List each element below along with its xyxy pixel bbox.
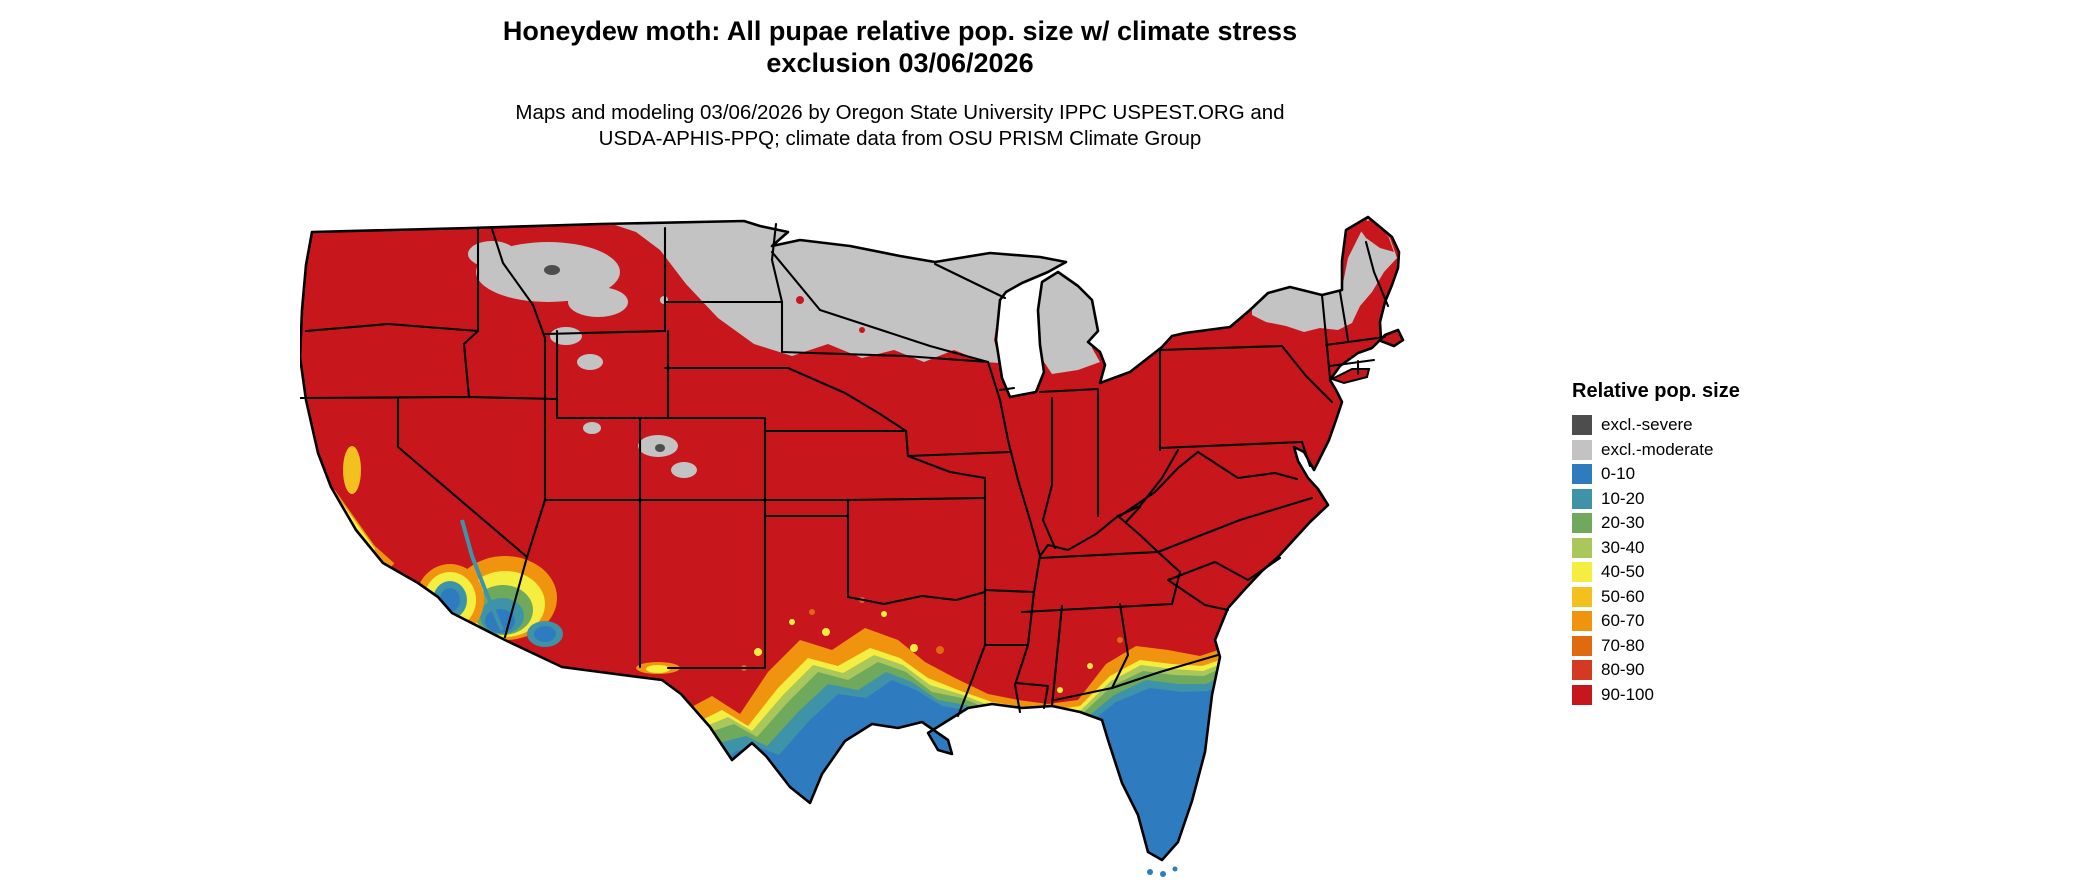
legend-swatch	[1572, 439, 1592, 460]
legend-label: 10-20	[1601, 488, 1645, 508]
legend-label: 50-60	[1601, 586, 1645, 606]
legend-item: 90-100	[1572, 683, 1832, 708]
legend-item: 50-60	[1572, 585, 1832, 610]
legend-swatch	[1572, 660, 1592, 681]
legend-label: 90-100	[1601, 684, 1654, 704]
legend-label: 0-10	[1601, 464, 1636, 484]
band-0-10-blue	[560, 680, 1290, 860]
legend-item: excl.-severe	[1572, 413, 1832, 438]
legend-label: 60-70	[1601, 611, 1645, 631]
legend-label: 70-80	[1601, 635, 1645, 655]
maine-north-red-patch	[796, 219, 1394, 333]
legend-label: 30-40	[1601, 537, 1645, 557]
legend-swatch	[1572, 513, 1592, 534]
legend-item: 0-10	[1572, 462, 1832, 487]
legend-swatch	[1572, 635, 1592, 656]
map-title-line1: Honeydew moth: All pupae relative pop. s…	[502, 16, 1298, 46]
legend-label: 80-90	[1601, 660, 1645, 680]
us-map	[300, 215, 1405, 877]
legend-swatch	[1572, 488, 1592, 509]
exclusion-severe-region	[544, 265, 665, 452]
legend-item: 20-30	[1572, 511, 1832, 536]
legend-swatch	[1572, 611, 1592, 632]
legend-title: Relative pop. size	[1572, 380, 1740, 402]
legend-label: 20-30	[1601, 513, 1645, 533]
legend-item: 10-20	[1572, 487, 1832, 512]
long-island	[1329, 368, 1371, 385]
legend-swatch	[1572, 684, 1592, 705]
legend-swatch	[1572, 586, 1592, 607]
figure-header: Honeydew moth: All pupae relative pop. s…	[300, 16, 1500, 152]
legend-item: 30-40	[1572, 536, 1832, 561]
florida-keys-dots	[1147, 866, 1178, 877]
us-outline	[300, 215, 1405, 862]
map-title-line2: exclusion 03/06/2026	[766, 47, 1034, 78]
legend-label: 40-50	[1601, 562, 1645, 582]
legend-swatch	[1572, 464, 1592, 485]
legend-swatch	[1572, 537, 1592, 558]
legend-item: 60-70	[1572, 609, 1832, 634]
legend-swatch	[1572, 562, 1592, 583]
figure-subtitle: Maps and modeling 03/06/2026 by Oregon S…	[300, 100, 1500, 152]
map-subtitle-line1: Maps and modeling 03/06/2026 by Oregon S…	[515, 100, 1285, 124]
legend-label: excl.-severe	[1601, 415, 1693, 435]
band-speckles	[741, 597, 1123, 693]
legend-swatch	[1572, 415, 1592, 436]
legend-item: 80-90	[1572, 658, 1832, 683]
legend-items: excl.-severe excl.-moderate 0-10 10-20 20-30…	[1572, 413, 1832, 707]
southwest-gradient-pockets	[329, 446, 680, 674]
legend-item: excl.-moderate	[1572, 438, 1832, 463]
legend: Relative pop. size excl.-severe excl.-mod…	[1572, 380, 1832, 707]
legend-item: 70-80	[1572, 634, 1832, 659]
legend-label: excl.-moderate	[1601, 439, 1714, 459]
legend-item: 40-50	[1572, 560, 1832, 585]
map-subtitle-line2: USDA-APHIS-PPQ; climate data from OSU PR…	[598, 126, 1202, 150]
